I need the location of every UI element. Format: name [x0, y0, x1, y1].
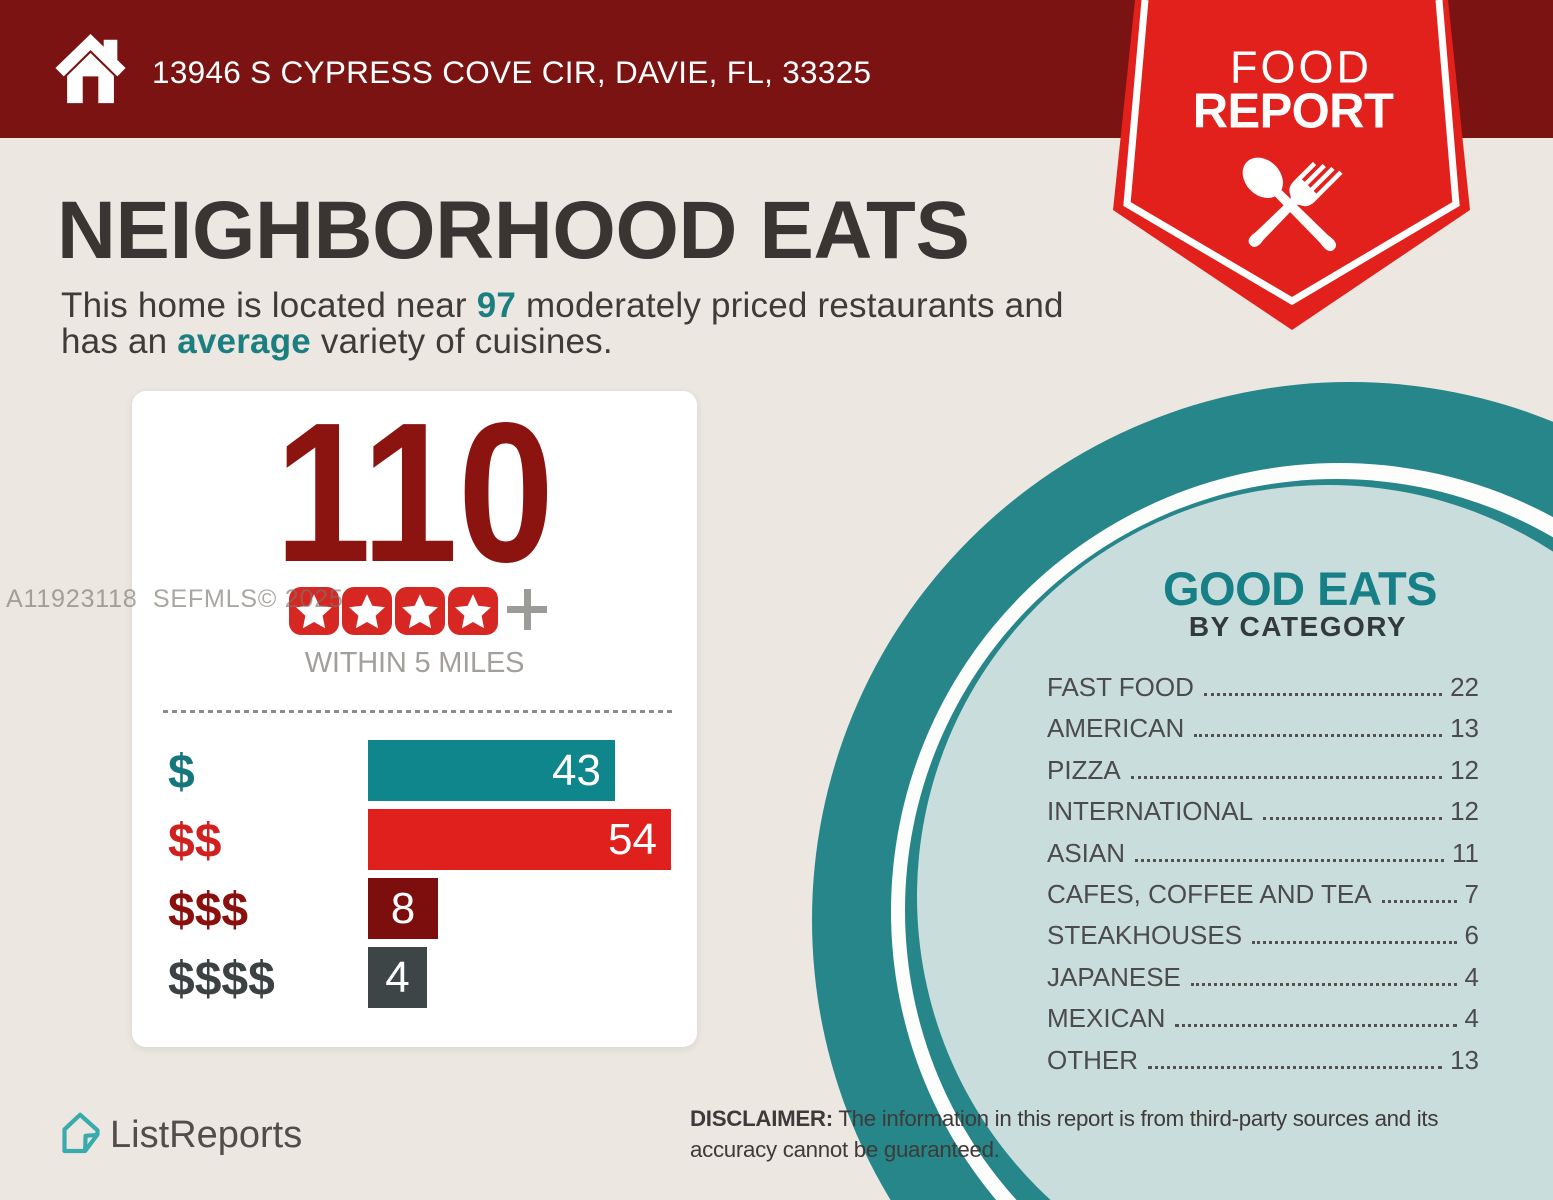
svg-text:REPORT: REPORT: [1193, 85, 1394, 139]
svg-text:FOOD: FOOD: [1230, 42, 1372, 93]
